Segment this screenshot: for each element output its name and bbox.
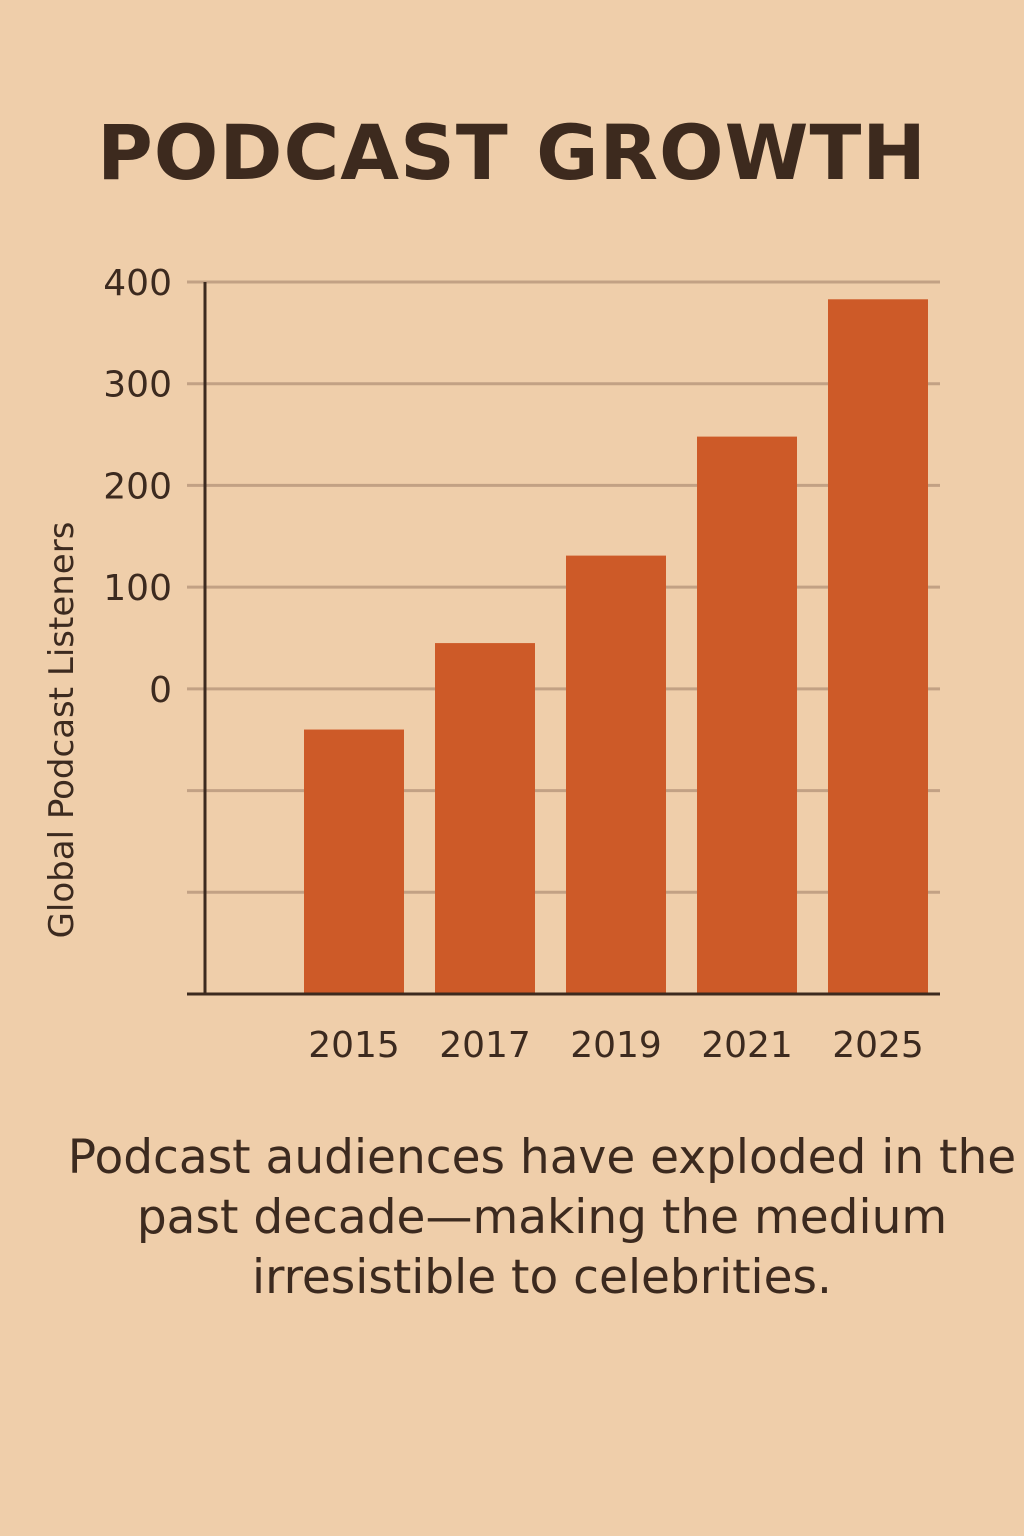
y-tick-label: 200 [103, 466, 172, 507]
y-axis-title: Global Podcast Listeners [42, 522, 82, 939]
page-title: PODCAST GROWTH [97, 108, 927, 197]
x-tick-label: 2015 [308, 1025, 400, 1066]
x-tick-label: 2025 [832, 1025, 924, 1066]
x-tick-labels: 2015 2017 2019 2021 2025 [308, 1025, 924, 1066]
y-tick-label: 0 [149, 670, 172, 711]
bar-2019 [566, 555, 666, 994]
bar-2021 [697, 436, 797, 994]
y-tick-label: 300 [103, 365, 172, 406]
y-tick-labels: 0 100 200 300 400 [103, 263, 172, 711]
caption: Podcast audiences have exploded in the p… [67, 1130, 1017, 1305]
bar-2025 [828, 299, 928, 994]
x-tick-label: 2021 [701, 1025, 793, 1066]
bar-chart: 0 100 200 300 400 2015 2017 2019 2021 2025 Globa… [42, 263, 940, 1066]
bar-2017 [435, 643, 535, 994]
y-tick-label: 100 [103, 568, 172, 609]
axes [187, 282, 940, 996]
x-tick-label: 2017 [439, 1025, 531, 1066]
gridlines [187, 280, 940, 894]
y-tick-label: 400 [103, 263, 172, 304]
bars [304, 299, 928, 994]
x-tick-label: 2019 [570, 1025, 662, 1066]
bar-2015 [304, 729, 404, 994]
